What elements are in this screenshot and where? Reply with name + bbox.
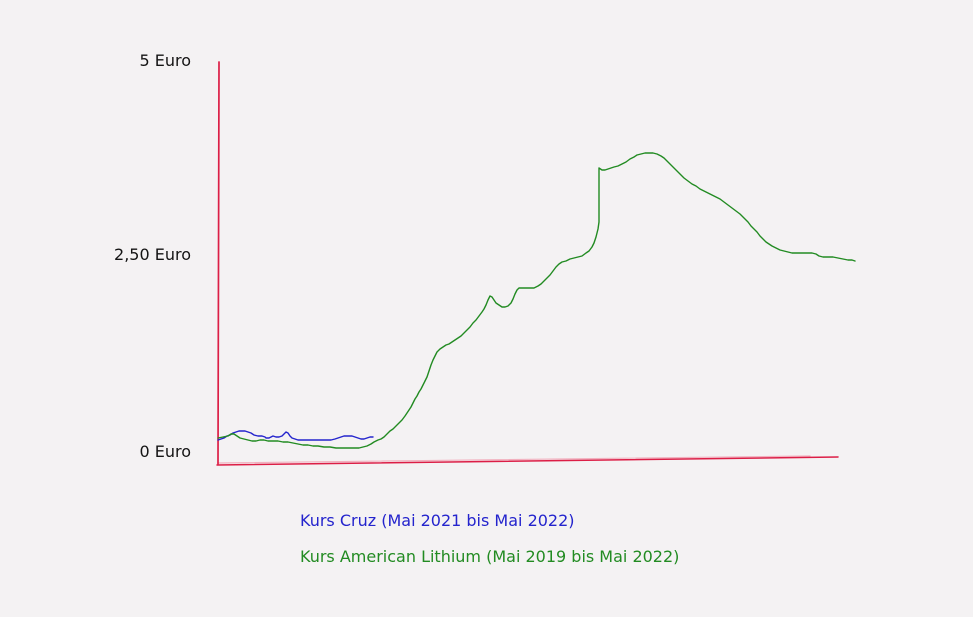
y-axis-tick-0-euro: 0 Euro xyxy=(139,442,191,461)
legend-american-lithium: Kurs American Lithium (Mai 2019 bis Mai … xyxy=(300,547,680,566)
y-axis-tick-5-euro: 5 Euro xyxy=(139,51,191,70)
legend-cruz: Kurs Cruz (Mai 2021 bis Mai 2022) xyxy=(300,511,575,530)
y-axis-tick-2-50-euro: 2,50 Euro xyxy=(114,245,191,264)
